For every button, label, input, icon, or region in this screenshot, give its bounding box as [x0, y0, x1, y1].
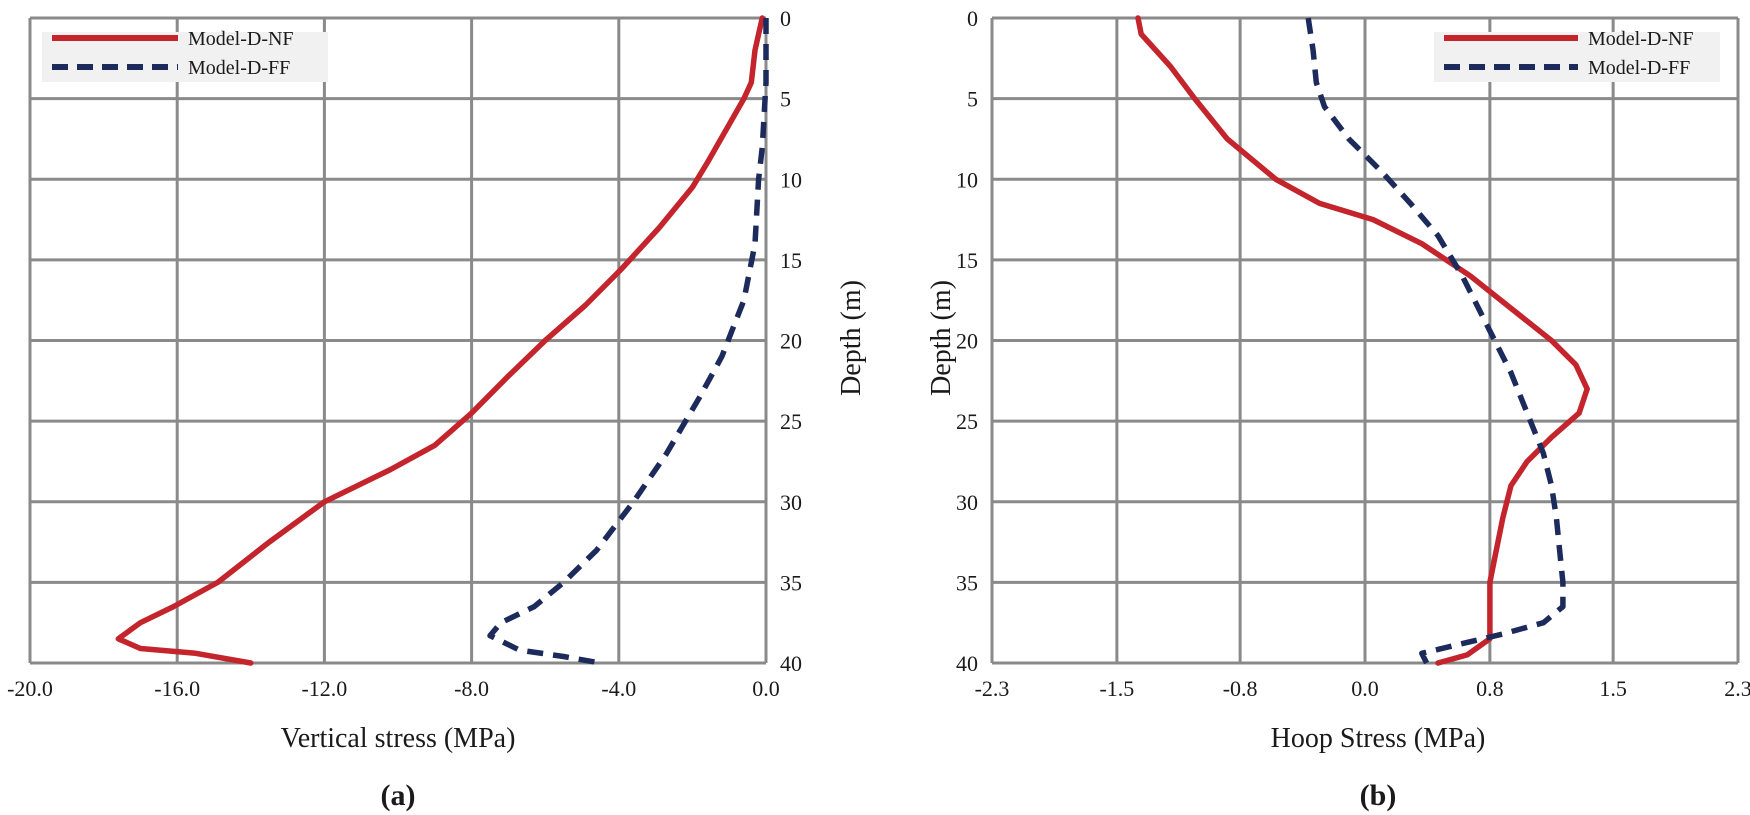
- x-axis-label-a: Vertical stress (MPa): [281, 723, 516, 754]
- y-tick-label-b-2: 10: [956, 167, 978, 192]
- y-tick-label-b-7: 35: [956, 570, 978, 595]
- series-group-a: [115, 15, 769, 666]
- x-tick-label-b-3: 0.0: [1351, 676, 1379, 701]
- x-tick-label-a-1: -16.0: [154, 676, 200, 701]
- x-tick-label-b-0: -2.3: [975, 676, 1010, 701]
- panel-label-b: (b): [1360, 779, 1397, 812]
- panel-label-a: (a): [381, 779, 416, 812]
- legend-label-nf-b: Model-D-NF: [1588, 28, 1694, 50]
- series-line-b-ff: [1305, 17, 1566, 665]
- y-tick-label-b-5: 25: [956, 409, 978, 434]
- y-tick-label-b-0: 0: [967, 6, 978, 31]
- x-tick-label-a-3: -8.0: [454, 676, 489, 701]
- legend-label-ff-b: Model-D-FF: [1588, 57, 1690, 79]
- panel-b: Model-D-NF Model-D-FF Hoop Stress (MPa) …: [926, 6, 1750, 812]
- y-tick-label-a-8: 40: [780, 651, 802, 676]
- series-line-a-nf: [115, 15, 766, 666]
- y-tick-label-a-5: 25: [780, 409, 802, 434]
- x-tick-label-a-5: 0.0: [752, 676, 780, 701]
- x-axis-label-b: Hoop Stress (MPa): [1271, 723, 1486, 754]
- y-tick-label-b-6: 30: [956, 490, 978, 515]
- x-tick-label-a-2: -12.0: [301, 676, 347, 701]
- x-tick-label-b-4: 0.8: [1476, 676, 1504, 701]
- x-tick-label-b-6: 2.3: [1724, 676, 1750, 701]
- x-tick-label-b-2: -0.8: [1223, 676, 1258, 701]
- legend-label-ff-a: Model-D-FF: [188, 57, 290, 79]
- legend-label-nf-a: Model-D-NF: [188, 28, 294, 50]
- series-line-a-ff: [487, 18, 769, 666]
- grid-a: [28, 16, 768, 665]
- tick-labels-b: -2.3 -1.5 -0.8 0.0 0.8 1.5 2.3 0 5 10 15 20 25 30 35 40: [956, 6, 1750, 701]
- y-tick-label-b-4: 20: [956, 329, 978, 354]
- y-tick-label-a-3: 15: [780, 248, 802, 273]
- y-tick-label-a-4: 20: [780, 329, 802, 354]
- x-tick-label-a-4: -4.0: [601, 676, 636, 701]
- y-tick-label-b-1: 5: [967, 87, 978, 112]
- series-line-b-nf: [1135, 15, 1590, 666]
- y-tick-label-a-6: 30: [780, 490, 802, 515]
- x-tick-label-b-5: 1.5: [1599, 676, 1627, 701]
- y-tick-label-a-0: 0: [780, 6, 791, 31]
- tick-labels-a: -20.0 -16.0 -12.0 -8.0 -4.0 0.0 0 5 10 15 20 25 30 35…: [7, 6, 802, 701]
- y-tick-label-a-2: 10: [780, 167, 802, 192]
- x-tick-label-b-1: -1.5: [1099, 676, 1134, 701]
- y-axis-label-a: Depth (m): [836, 280, 867, 396]
- x-tick-label-a-0: -20.0: [7, 676, 53, 701]
- series-group-b: [1135, 15, 1590, 666]
- y-tick-label-b-3: 15: [956, 248, 978, 273]
- y-tick-label-b-8: 40: [956, 651, 978, 676]
- grid-b: [990, 16, 1740, 665]
- y-tick-label-a-7: 35: [780, 570, 802, 595]
- y-axis-label-b: Depth (m): [926, 280, 957, 396]
- y-tick-label-a-1: 5: [780, 87, 791, 112]
- panel-a: Model-D-NF Model-D-FF Vertical stress (M…: [7, 6, 867, 812]
